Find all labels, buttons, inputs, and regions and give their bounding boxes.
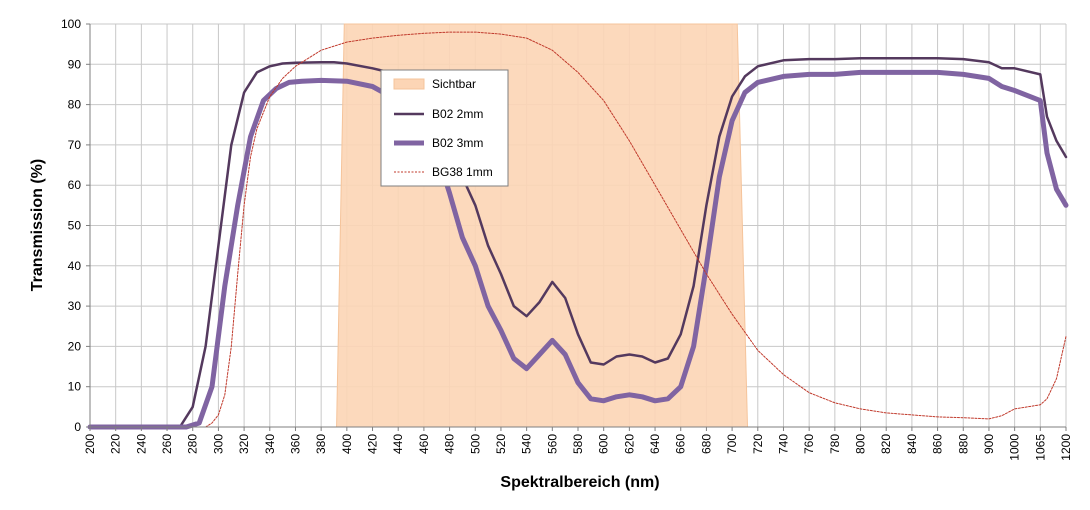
legend-swatch-sichtbar	[393, 78, 425, 90]
x-tick-label: 340	[263, 434, 277, 454]
series-line-b02-2mm	[88, 57, 1068, 429]
series-line-bg38-1mm	[205, 31, 1067, 428]
x-tick-label: 800	[854, 434, 868, 454]
y-tick-label: 20	[68, 339, 82, 353]
x-tick-label: 860	[931, 434, 945, 454]
x-tick-label: 1065	[1033, 434, 1047, 461]
x-tick-label: 740	[777, 434, 791, 454]
x-tick-label: 560	[545, 434, 559, 454]
y-tick-label: 30	[68, 299, 82, 313]
x-tick-label: 520	[494, 434, 508, 454]
x-tick-label: 660	[674, 434, 688, 454]
series-layer	[87, 31, 1069, 430]
y-axis-title: Transmission (%)	[29, 159, 46, 291]
y-tick-label: 50	[68, 219, 82, 233]
x-tick-label: 320	[237, 434, 251, 454]
x-tick-label: 500	[468, 434, 482, 454]
x-tick-label: 760	[802, 434, 816, 454]
legend-label-b02-2mm: B02 2mm	[432, 107, 483, 121]
x-tick-label: 420	[366, 434, 380, 454]
y-tick-label: 40	[68, 259, 82, 273]
x-tick-label: 460	[417, 434, 431, 454]
legend-label-sichtbar: Sichtbar	[432, 77, 476, 91]
x-tick-label: 280	[186, 434, 200, 454]
x-tick-label: 620	[622, 434, 636, 454]
legend: Sichtbar B02 2mm B02 3mm BG38 1mm	[380, 69, 509, 187]
x-tick-label: 780	[828, 434, 842, 454]
x-tick-label: 480	[443, 434, 457, 454]
y-tick-label: 90	[68, 57, 82, 71]
x-tick-label: 680	[699, 434, 713, 454]
series-line-b02-3mm	[87, 69, 1069, 430]
x-tick-label: 360	[289, 434, 303, 454]
x-tick-label: 220	[109, 434, 123, 454]
x-tick-label: 1000	[1008, 434, 1022, 461]
x-tick-label: 260	[160, 434, 174, 454]
x-tick-label: 400	[340, 434, 354, 454]
x-tick-label: 300	[211, 434, 225, 454]
x-tick-label: 840	[905, 434, 919, 454]
legend-label-b02-3mm: B02 3mm	[432, 136, 483, 150]
y-tick-label: 80	[68, 98, 82, 112]
y-tick-label: 60	[68, 178, 82, 192]
legend-label-bg38-1mm: BG38 1mm	[432, 165, 493, 179]
x-tick-label: 600	[597, 434, 611, 454]
axis-layer: 0 10 20 30 40 50 60 70 80 90 100 200 220 240 260 280 300…	[61, 17, 1073, 461]
x-tick-label: 820	[879, 434, 893, 454]
x-tick-label: 200	[83, 434, 97, 454]
x-tick-label: 720	[751, 434, 765, 454]
x-tick-label: 1200	[1059, 434, 1073, 461]
y-tick-label: 0	[74, 420, 81, 434]
x-tick-label: 700	[725, 434, 739, 454]
x-tick-label: 240	[134, 434, 148, 454]
x-tick-label: 380	[314, 434, 328, 454]
y-tick-label: 100	[61, 17, 81, 31]
x-tick-label: 640	[648, 434, 662, 454]
x-tick-label: 580	[571, 434, 585, 454]
x-axis-title: Spektralbereich (nm)	[500, 474, 659, 491]
x-tick-label: 440	[391, 434, 405, 454]
x-tick-label: 880	[956, 434, 970, 454]
x-tick-label: 900	[982, 434, 996, 454]
y-tick-label: 10	[68, 380, 82, 394]
x-tick-label: 540	[520, 434, 534, 454]
y-tick-label: 70	[68, 138, 82, 152]
